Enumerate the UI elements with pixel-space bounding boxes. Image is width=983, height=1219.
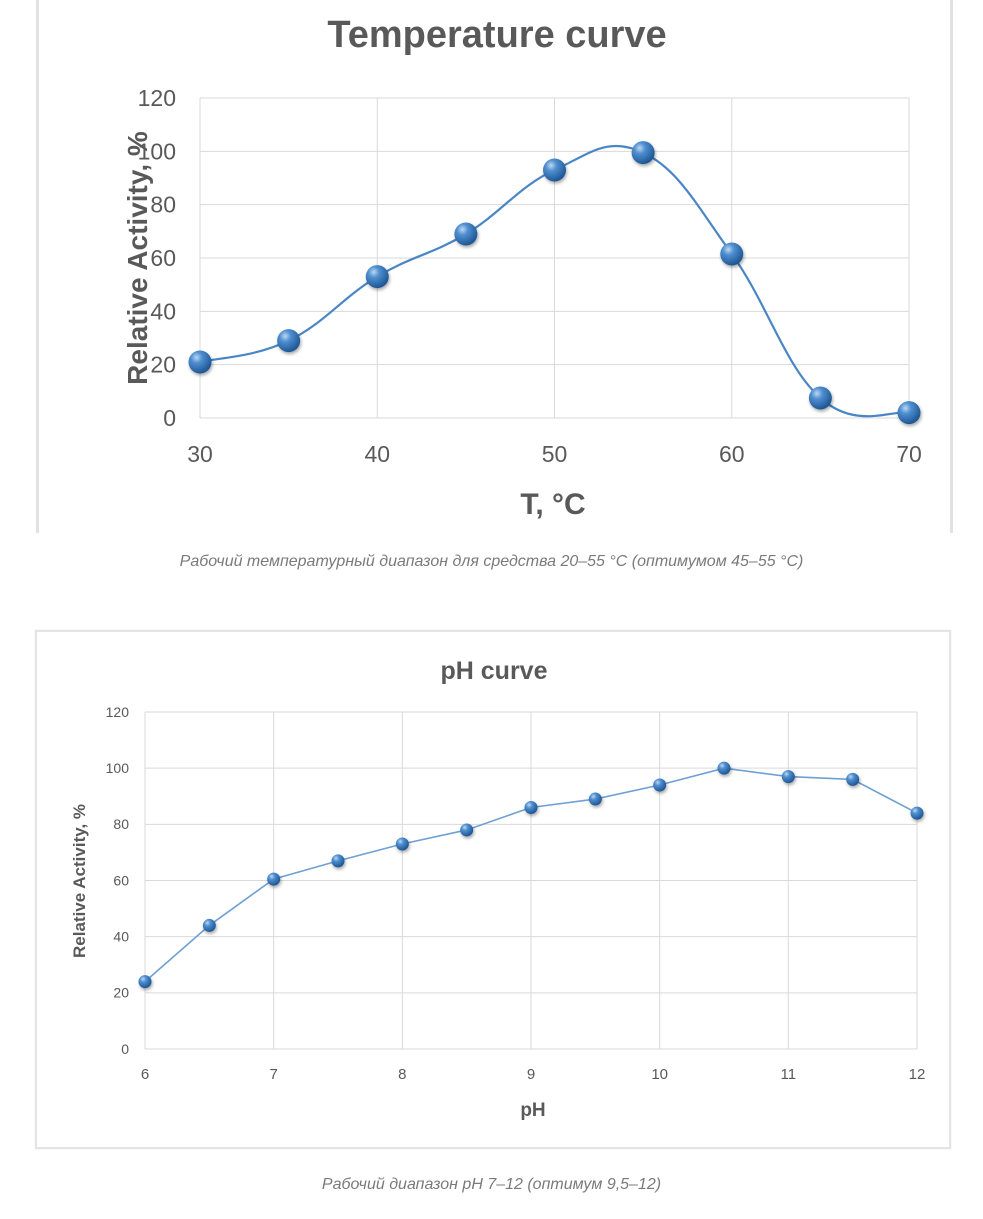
data-point bbox=[717, 761, 731, 775]
temperature-caption: Рабочий температурный диапазон для средс… bbox=[179, 553, 804, 570]
y-tick-label: 100 bbox=[138, 138, 176, 164]
data-point bbox=[460, 823, 474, 837]
data-point bbox=[331, 854, 345, 868]
ph-caption: Рабочий диапазон pH 7–12 (оптимум 9,5–12… bbox=[321, 1176, 662, 1193]
y-tick-label: 0 bbox=[121, 1041, 129, 1057]
x-tick-label: 12 bbox=[909, 1066, 926, 1083]
y-axis-label: Relative Activity, % bbox=[70, 804, 89, 958]
x-tick-label: 6 bbox=[141, 1066, 149, 1083]
x-tick-label: 11 bbox=[781, 1066, 797, 1083]
y-tick-label: 120 bbox=[138, 85, 176, 111]
x-tick-label: 10 bbox=[651, 1066, 668, 1083]
x-tick-label: 7 bbox=[269, 1066, 277, 1083]
series-line bbox=[199, 144, 910, 418]
x-tick-label: 40 bbox=[364, 441, 390, 467]
data-point bbox=[543, 158, 566, 182]
data-point bbox=[454, 222, 478, 246]
x-tick-label: 30 bbox=[187, 441, 213, 467]
data-point bbox=[720, 242, 744, 266]
data-point bbox=[910, 806, 924, 820]
x-tick-label: 60 bbox=[719, 441, 745, 467]
data-point bbox=[277, 329, 301, 353]
chart-title: Temperature curve bbox=[327, 14, 666, 56]
y-tick-label: 100 bbox=[106, 760, 130, 776]
data-point bbox=[365, 265, 389, 289]
y-tick-label: 40 bbox=[150, 298, 176, 324]
x-tick-label: 8 bbox=[398, 1066, 406, 1083]
y-tick-label: 0 bbox=[163, 405, 176, 431]
data-point bbox=[897, 401, 921, 425]
y-tick-label: 80 bbox=[150, 192, 176, 218]
data-point bbox=[202, 918, 216, 932]
y-tick-label: 60 bbox=[113, 872, 129, 888]
data-point bbox=[846, 772, 860, 786]
x-axis-label: T, °C bbox=[520, 488, 585, 521]
y-axis-label: Relative Activity, % bbox=[122, 131, 153, 385]
data-point bbox=[781, 770, 795, 784]
data-point bbox=[631, 141, 655, 165]
y-tick-label: 80 bbox=[113, 816, 129, 832]
temperature-chart-svg: Temperature curve 0 20 40 60 80 100 120 30 40 50… bbox=[122, 14, 922, 521]
y-tick-label: 20 bbox=[113, 985, 129, 1001]
data-point bbox=[653, 778, 667, 792]
data-point bbox=[524, 800, 538, 814]
ph-chart-svg: pH curve 0 20 40 60 80 100 120 6 7 8 9 10 11 12 Rela… bbox=[70, 657, 926, 1121]
chart-title: pH curve bbox=[441, 657, 548, 685]
ph-chart: pH curve 0 20 40 60 80 100 120 6 7 8 9 10 11 12 Rela… bbox=[35, 630, 951, 1149]
y-tick-label: 60 bbox=[150, 245, 176, 271]
y-tick-label: 40 bbox=[113, 929, 129, 945]
temperature-chart: Temperature curve 0 20 40 60 80 100 120 30 40 50… bbox=[36, 0, 953, 533]
data-point bbox=[588, 792, 602, 806]
data-point bbox=[138, 975, 152, 989]
x-tick-label: 70 bbox=[896, 441, 922, 467]
data-point bbox=[188, 350, 212, 374]
data-point bbox=[395, 837, 409, 851]
x-axis-label: pH bbox=[520, 1100, 545, 1121]
y-tick-label: 20 bbox=[150, 352, 176, 378]
x-tick-label: 9 bbox=[527, 1066, 535, 1083]
data-point bbox=[808, 386, 832, 410]
x-tick-label: 50 bbox=[542, 441, 568, 467]
y-tick-label: 120 bbox=[106, 704, 130, 720]
data-point bbox=[267, 872, 281, 886]
